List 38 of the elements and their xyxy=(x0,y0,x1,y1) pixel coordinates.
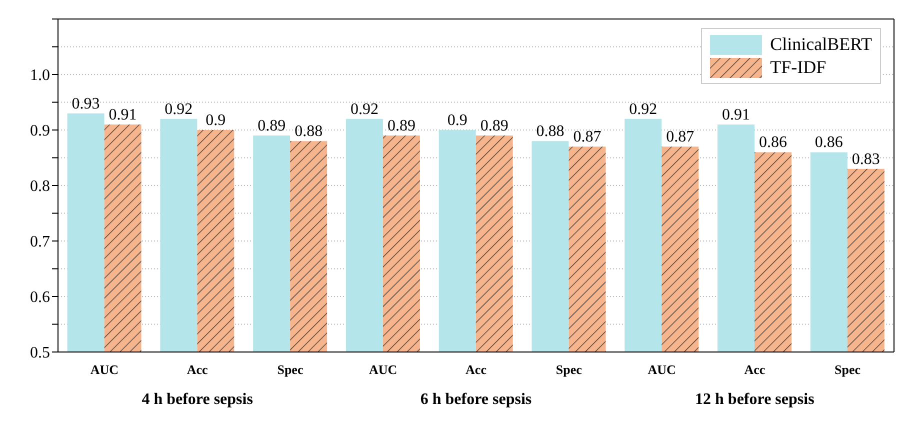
x-tick-label: Acc xyxy=(466,362,487,377)
data-label: 0.9 xyxy=(447,112,468,129)
data-label: 0.83 xyxy=(852,150,880,168)
y-tick-label: 0.9 xyxy=(30,122,50,140)
x-tick-label: Acc xyxy=(744,362,766,377)
y-tick-label: 1.0 xyxy=(30,67,50,84)
data-label: 0.9 xyxy=(206,112,226,129)
data-label: 0.88 xyxy=(294,123,323,140)
y-tick-label: 0.8 xyxy=(30,178,50,196)
x-tick-label: AUC xyxy=(369,362,398,377)
y-tick-label: 0.7 xyxy=(30,234,50,251)
text: 12 h before sepsis xyxy=(695,391,814,408)
data-label: 0.88 xyxy=(536,123,564,140)
x-tick-label: Spec xyxy=(277,362,304,377)
data-label: 0.93 xyxy=(72,95,100,112)
legend-label: TF-IDF xyxy=(770,57,826,78)
x-tick-label: Spec xyxy=(556,362,582,377)
data-label: 0.92 xyxy=(350,100,378,118)
y-tick-label: 0.6 xyxy=(30,289,50,306)
x-tick-label: AUC xyxy=(648,362,676,377)
data-label: 0.89 xyxy=(258,118,286,135)
data-label: 0.89 xyxy=(480,118,508,135)
y-tick-label: 0.5 xyxy=(30,344,50,362)
legend-label: ClinicalBERT xyxy=(770,34,872,55)
data-label: 0.91 xyxy=(108,106,137,124)
data-label: 0.91 xyxy=(722,106,750,124)
x-tick-label: AUC xyxy=(90,362,119,377)
data-label: 0.89 xyxy=(387,118,416,135)
data-label: 0.92 xyxy=(164,100,193,118)
data-label: 0.87 xyxy=(573,128,602,146)
text: 4 h before sepsis xyxy=(142,391,253,408)
data-label: 0.87 xyxy=(666,128,694,146)
x-tick-label: Spec xyxy=(834,362,861,377)
text: 6 h before sepsis xyxy=(420,391,532,408)
data-label: 0.92 xyxy=(629,100,658,118)
data-label: 0.86 xyxy=(814,134,843,152)
x-tick-label: Acc xyxy=(186,362,208,377)
data-label: 0.86 xyxy=(759,134,788,152)
